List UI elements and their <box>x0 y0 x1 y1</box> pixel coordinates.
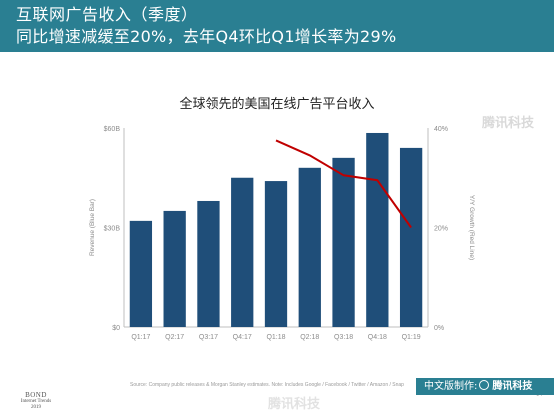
growth-line <box>275 139 412 229</box>
credit-label: 中文版制作: <box>424 381 478 392</box>
bond-title: BOND <box>25 391 47 399</box>
chart-title: 全球领先的美国在线广告平台收入 <box>179 97 375 112</box>
page-number: 24 <box>536 392 542 398</box>
bond-subtitle: Internet Trends <box>20 399 52 404</box>
tencent-logo-icon <box>479 380 490 390</box>
revenue-bar <box>231 177 254 327</box>
header-banner: 互联网广告收入（季度） 同比增速减缓至20%，去年Q4环比Q1增长率为29% <box>0 0 554 52</box>
revenue-bar <box>399 147 423 327</box>
y-axis-left-title: Revenue (Blue Bar) <box>89 199 96 256</box>
revenue-bar <box>197 200 220 327</box>
x-tick-label: Q1:19 <box>402 334 421 341</box>
x-tick-label: Q1:17 <box>131 334 150 341</box>
watermark-bottom: 腾讯科技 <box>268 397 321 412</box>
x-tick-label: Q4:18 <box>368 334 387 341</box>
y-tick-right: 20% <box>434 226 448 233</box>
source-note: Source: Company public releases & Morgan… <box>130 382 404 388</box>
x-tick-label: Q4:17 <box>233 334 252 341</box>
x-tick-label: Q2:17 <box>165 334 184 341</box>
x-tick-label: Q2:18 <box>300 334 319 341</box>
credit-banner: 中文版制作: 腾讯科技 <box>416 378 554 395</box>
x-tick-label: Q3:17 <box>199 334 218 341</box>
revenue-bar <box>264 181 288 327</box>
watermark-top: 腾讯科技 <box>481 116 534 131</box>
bond-year: 2019 <box>31 405 41 410</box>
revenue-bar <box>298 167 321 327</box>
x-tick-label: Q3:18 <box>334 334 353 341</box>
revenue-bar <box>163 210 186 327</box>
bond-logo: BOND Internet Trends 2019 <box>6 391 66 411</box>
revenue-bar <box>332 157 355 327</box>
x-tick-label: Q1:18 <box>266 334 285 341</box>
revenue-bar <box>129 220 153 327</box>
y-axis-right-title: Y/Y Growth (Red Line) <box>468 195 475 260</box>
y-tick-left: $30B <box>104 226 121 233</box>
y-tick-right: 0% <box>434 325 444 332</box>
page-title: 互联网广告收入（季度） <box>16 5 198 24</box>
revenue-bar <box>366 132 389 327</box>
page-subtitle: 同比增速减缓至20%，去年Q4环比Q1增长率为29% <box>16 27 397 46</box>
y-tick-right: 40% <box>434 126 448 133</box>
credit-brand: 腾讯科技 <box>492 381 533 392</box>
y-tick-left: $60B <box>104 126 121 133</box>
y-tick-left: $0 <box>112 325 120 332</box>
